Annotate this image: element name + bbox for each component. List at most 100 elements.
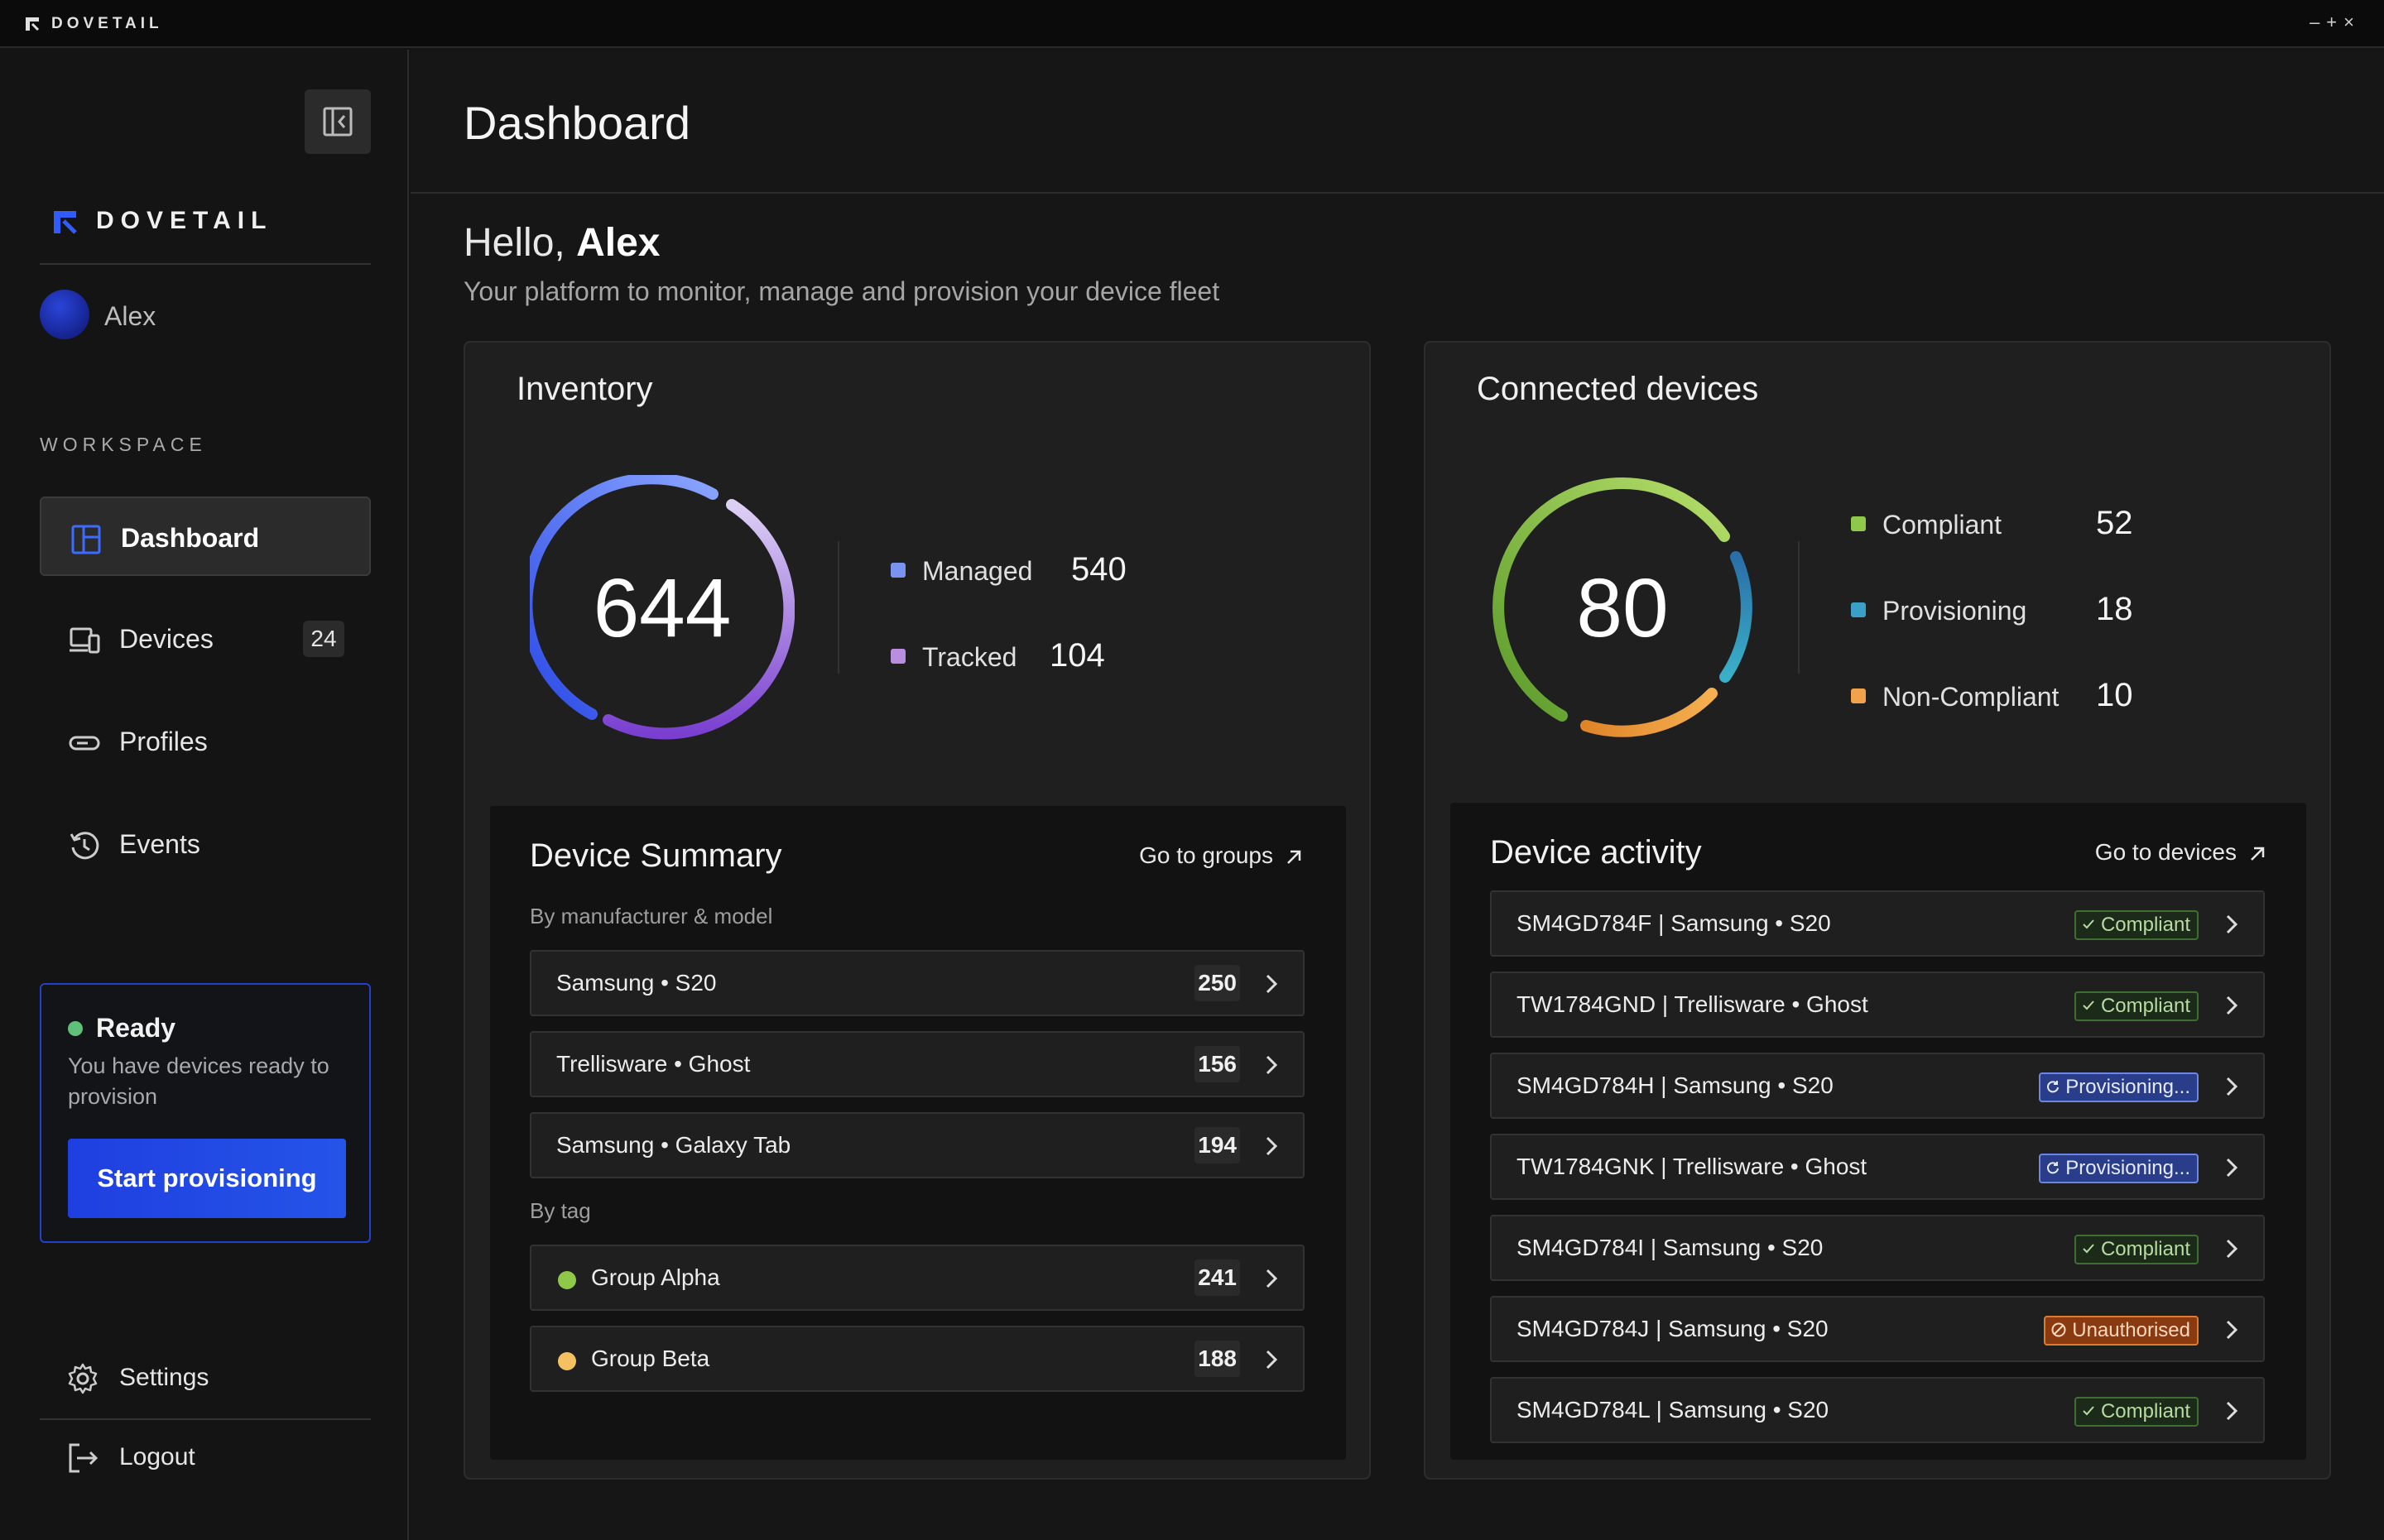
row-label: SM4GD784I | Samsung • S20 <box>1516 1235 1824 1260</box>
logout-icon <box>69 1443 99 1473</box>
row-label: Samsung • S20 <box>556 970 717 995</box>
status-badge: Provisioning... <box>2039 1072 2199 1102</box>
table-row[interactable]: TW1784GND | Trellisware • Ghost Complian… <box>1490 971 2265 1038</box>
legend-value: 104 <box>1050 637 1105 674</box>
sidebar-item-settings[interactable]: Settings <box>40 1350 371 1408</box>
status-badge-label: Unauthorised <box>2072 1319 2190 1341</box>
row-label: SM4GD784J | Samsung • S20 <box>1516 1316 1829 1341</box>
sidebar-item-label: Logout <box>119 1443 195 1470</box>
gauge-divider <box>838 541 839 674</box>
status-badge-label: Compliant <box>2100 1400 2190 1422</box>
title-bar: DOVETAIL –+× <box>0 0 2384 48</box>
tag-color-dot <box>558 1271 576 1289</box>
table-row[interactable]: SM4GD784I | Samsung • S20 Compliant <box>1490 1215 2265 1281</box>
chevron-right-icon <box>1266 1136 1278 1156</box>
legend-value: 540 <box>1071 551 1127 588</box>
list-item[interactable]: Samsung • Galaxy Tab 194 <box>530 1112 1305 1178</box>
sidebar-item-label: Events <box>119 829 200 859</box>
inventory-title: Inventory <box>517 371 653 407</box>
greeting-name: Alex <box>576 221 661 265</box>
legend-value: 10 <box>2096 677 2133 713</box>
sidebar-divider <box>40 263 371 265</box>
sidebar-item-logout[interactable]: Logout <box>40 1430 371 1488</box>
row-label: Group Beta <box>591 1346 710 1371</box>
sidebar-item-label: Profiles <box>119 727 208 756</box>
profiles-icon <box>69 736 100 751</box>
dashboard-icon <box>71 525 101 554</box>
arrow-up-right-icon <box>2251 847 2265 861</box>
gear-icon <box>68 1363 98 1394</box>
row-label: SM4GD784H | Samsung • S20 <box>1516 1072 1834 1098</box>
legend-label: Tracked <box>922 642 1017 672</box>
page-header: Dashboard <box>411 50 2384 194</box>
inventory-gauge-ring <box>521 473 795 740</box>
legend-swatch <box>1851 688 1866 703</box>
page-title: Dashboard <box>464 97 690 149</box>
row-count: 188 <box>1194 1341 1240 1377</box>
sidebar-item-events[interactable]: Events <box>40 804 371 884</box>
chevron-right-icon <box>2226 1077 2238 1096</box>
status-badge: Unauthorised <box>2044 1316 2199 1346</box>
table-row[interactable]: SM4GD784H | Samsung • S20 Provisioning..… <box>1490 1053 2265 1119</box>
arrow-up-right-icon <box>1287 850 1301 864</box>
row-label: Samsung • Galaxy Tab <box>556 1132 791 1158</box>
connected-devices-title: Connected devices <box>1477 371 1759 407</box>
sidebar-item-label: Dashboard <box>121 523 260 553</box>
by-tag-label: By tag <box>530 1198 591 1223</box>
legend-swatch <box>891 563 906 578</box>
table-row[interactable]: SM4GD784F | Samsung • S20 Compliant <box>1490 890 2265 957</box>
device-summary-title: Device Summary <box>530 837 782 874</box>
row-label: TW1784GNK | Trellisware • Ghost <box>1516 1154 1867 1179</box>
list-item[interactable]: Samsung • S20 250 <box>530 950 1305 1016</box>
window-controls[interactable]: –+× <box>2310 12 2361 32</box>
inventory-gauge: 644 <box>521 473 795 740</box>
table-row[interactable]: SM4GD784L | Samsung • S20 Compliant <box>1490 1377 2265 1443</box>
tag-color-dot <box>558 1352 576 1370</box>
row-count: 241 <box>1194 1259 1240 1296</box>
inventory-total: 644 <box>593 562 732 655</box>
sidebar-item-devices[interactable]: Devices 24 <box>40 599 371 679</box>
status-badge: Compliant <box>2074 1397 2199 1427</box>
chevron-right-icon <box>2226 1158 2238 1178</box>
chevron-right-icon <box>1266 1055 1278 1075</box>
sync-icon <box>2047 1162 2060 1174</box>
device-activity-card: Device activity Go to devices SM4GD784F … <box>1450 803 2306 1460</box>
ready-card: Ready You have devices ready to provisio… <box>40 983 371 1243</box>
status-badge-label: Compliant <box>2100 995 2190 1017</box>
sidebar-collapse-icon <box>323 107 353 137</box>
connected-gauge: 80 <box>1490 475 1755 740</box>
list-item[interactable]: Group Alpha 241 <box>530 1245 1305 1311</box>
status-badge-label: Provisioning... <box>2065 1157 2190 1179</box>
start-provisioning-button[interactable]: Start provisioning <box>68 1139 346 1218</box>
check-icon <box>2083 1244 2094 1254</box>
list-item[interactable]: Group Beta 188 <box>530 1326 1305 1392</box>
dovetail-logo-icon <box>26 17 40 31</box>
user-name: Alex <box>104 301 156 331</box>
chevron-right-icon <box>1266 1350 1278 1370</box>
avatar[interactable] <box>40 290 89 339</box>
ready-status-dot <box>68 1021 83 1036</box>
ready-title: Ready <box>96 1013 176 1043</box>
sidebar-item-dashboard[interactable]: Dashboard <box>40 497 371 576</box>
collapse-sidebar-button[interactable] <box>305 89 371 154</box>
sidebar-item-profiles[interactable]: Profiles <box>40 702 371 781</box>
row-label: Group Alpha <box>591 1264 720 1290</box>
gauge-divider <box>1798 541 1800 674</box>
connected-total: 80 <box>1576 562 1669 655</box>
titlebar-app-name: DOVETAIL <box>51 15 163 32</box>
go-to-groups-link[interactable]: Go to groups <box>1139 842 1303 869</box>
list-item[interactable]: Trellisware • Ghost 156 <box>530 1031 1305 1097</box>
row-count: 156 <box>1194 1046 1240 1082</box>
main-content: Dashboard Hello, Alex Your platform to m… <box>411 50 2384 1540</box>
go-to-groups-label: Go to groups <box>1139 842 1273 868</box>
table-row[interactable]: TW1784GNK | Trellisware • Ghost Provisio… <box>1490 1134 2265 1200</box>
device-summary-card: Device Summary Go to groups By manufactu… <box>490 806 1346 1460</box>
status-badge: Provisioning... <box>2039 1154 2199 1183</box>
greeting: Hello, Alex <box>464 220 660 266</box>
go-to-devices-link[interactable]: Go to devices <box>2095 839 2266 866</box>
devices-count-badge: 24 <box>303 621 344 657</box>
table-row[interactable]: SM4GD784J | Samsung • S20 Unauthorised <box>1490 1296 2265 1362</box>
check-icon <box>2083 1406 2094 1416</box>
by-model-label: By manufacturer & model <box>530 904 773 928</box>
sync-icon <box>2047 1081 2060 1093</box>
